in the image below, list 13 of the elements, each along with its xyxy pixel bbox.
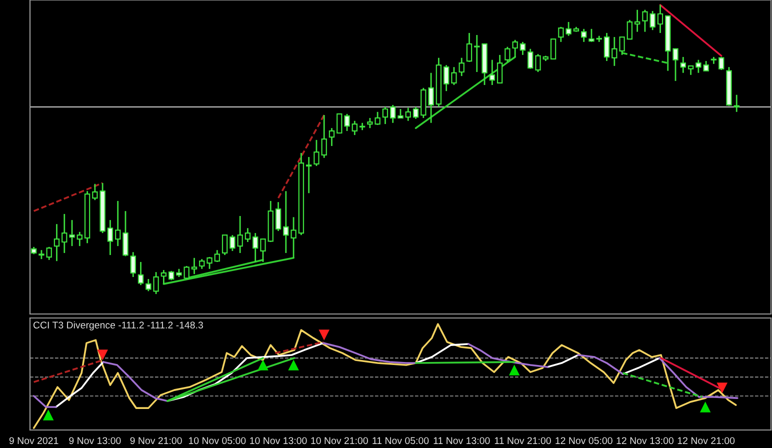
x-tick-label: 9 Nov 13:00 — [69, 437, 121, 444]
x-tick-label: 10 Nov 21:00 — [311, 437, 368, 444]
x-tick-label: 9 Nov 2021 — [9, 437, 58, 444]
x-tick-label: 10 Nov 05:00 — [188, 437, 246, 444]
x-tick-label: 11 Nov 21:00 — [494, 437, 551, 444]
x-tick-label: 11 Nov 05:00 — [372, 437, 429, 444]
x-tick-label: 12 Nov 13:00 — [616, 437, 674, 444]
x-tick-label: 12 Nov 21:00 — [678, 437, 735, 444]
x-tick-label: 11 Nov 13:00 — [434, 437, 490, 444]
chart-title: CCI T3 Divergence -111.2 -111.2 -148.3 — [33, 321, 203, 330]
x-tick-label: 9 Nov 21:00 — [130, 437, 182, 444]
x-tick-label: 10 Nov 13:00 — [250, 437, 307, 444]
x-tick-label: 12 Nov 05:00 — [556, 437, 612, 444]
